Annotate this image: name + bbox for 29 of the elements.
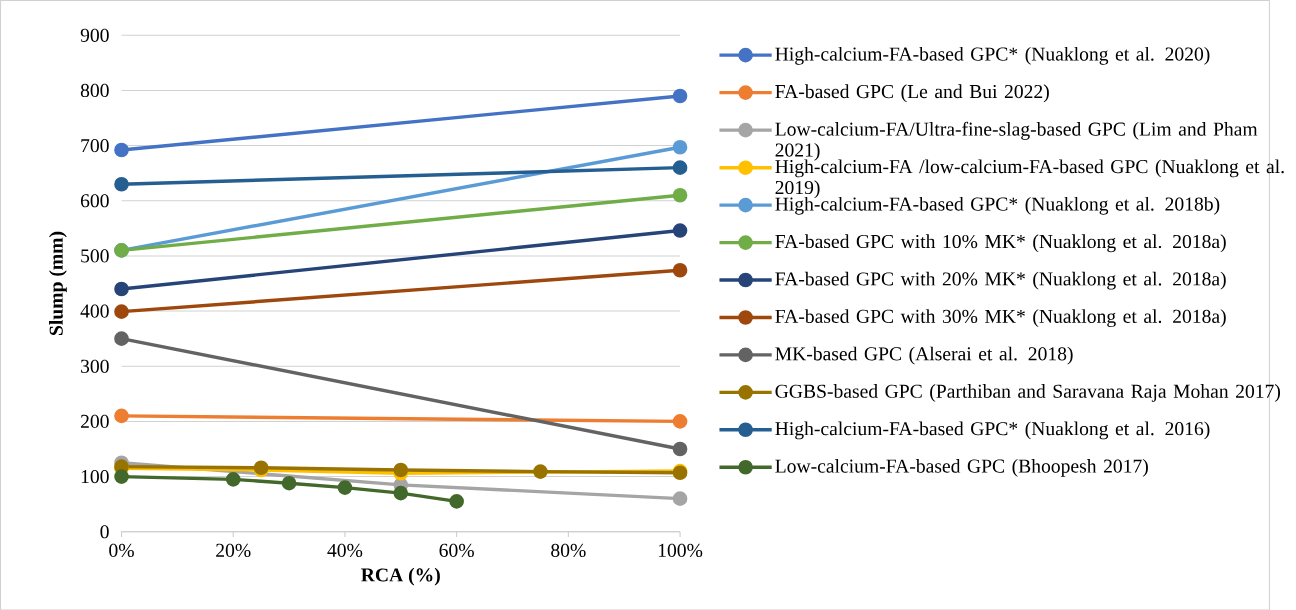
y-tick-label: 300 [81,359,109,373]
y-tick-label: 100 [81,469,109,483]
legend-label: MK-based GPC (Alserai et al. 2018) [775,346,1073,365]
x-tick-label: 100% [658,543,703,557]
y-tick-label: 600 [80,193,109,208]
legend-label: Low-calcium-FA-based GPC (Bhoopesh 2017) [775,458,1148,477]
y-tick-label: 800 [80,83,109,97]
legend-label: FA-based GPC with 20% MK* (Nuaklong et al. 2018a) [775,271,1226,290]
legend-label: High-calcium-FA-based GPC* (Nuaklong et al. 2020) [775,46,1210,65]
x-axis-title: RCA (%) [361,567,440,586]
x-tick-label: 0% [109,543,134,557]
legend-label: GGBS-based GPC (Parthiban and Saravana Raja Mohan 2017) [775,383,1281,402]
y-tick-label: 500 [81,249,109,263]
legend-label: High-calcium-FA-based GPC* (Nuaklong et al. 2016) [775,421,1210,440]
legend-label: FA-based GPC (Le and Bui 2022) [775,84,1049,102]
x-tick-label: 20% [216,543,251,557]
legend-label: High-calcium-FA /low-calcium-FA-based GPC (Nuaklong et al. 2019) [775,159,1284,198]
y-tick-label: 400 [80,304,109,318]
y-tick-label: 900 [80,28,109,42]
x-tick-label: 40% [327,543,363,557]
legend-label: FA-based GPC with 30% MK* (Nuaklong et al. 2018a) [775,308,1226,327]
legend-label: High-calcium-FA-based GPC* (Nuaklong et al. 2018b) [775,196,1220,215]
y-axis-title: Slump (mm) [49,231,67,335]
y-tick-label: 200 [80,414,109,428]
legend-label: FA-based GPC with 10% MK* (Nuaklong et al. 2018a) [775,234,1226,252]
x-tick-label: 60% [439,543,474,557]
y-tick-label: 700 [81,138,109,152]
y-tick-label: 0 [100,524,109,539]
x-tick-label: 80% [551,543,586,557]
